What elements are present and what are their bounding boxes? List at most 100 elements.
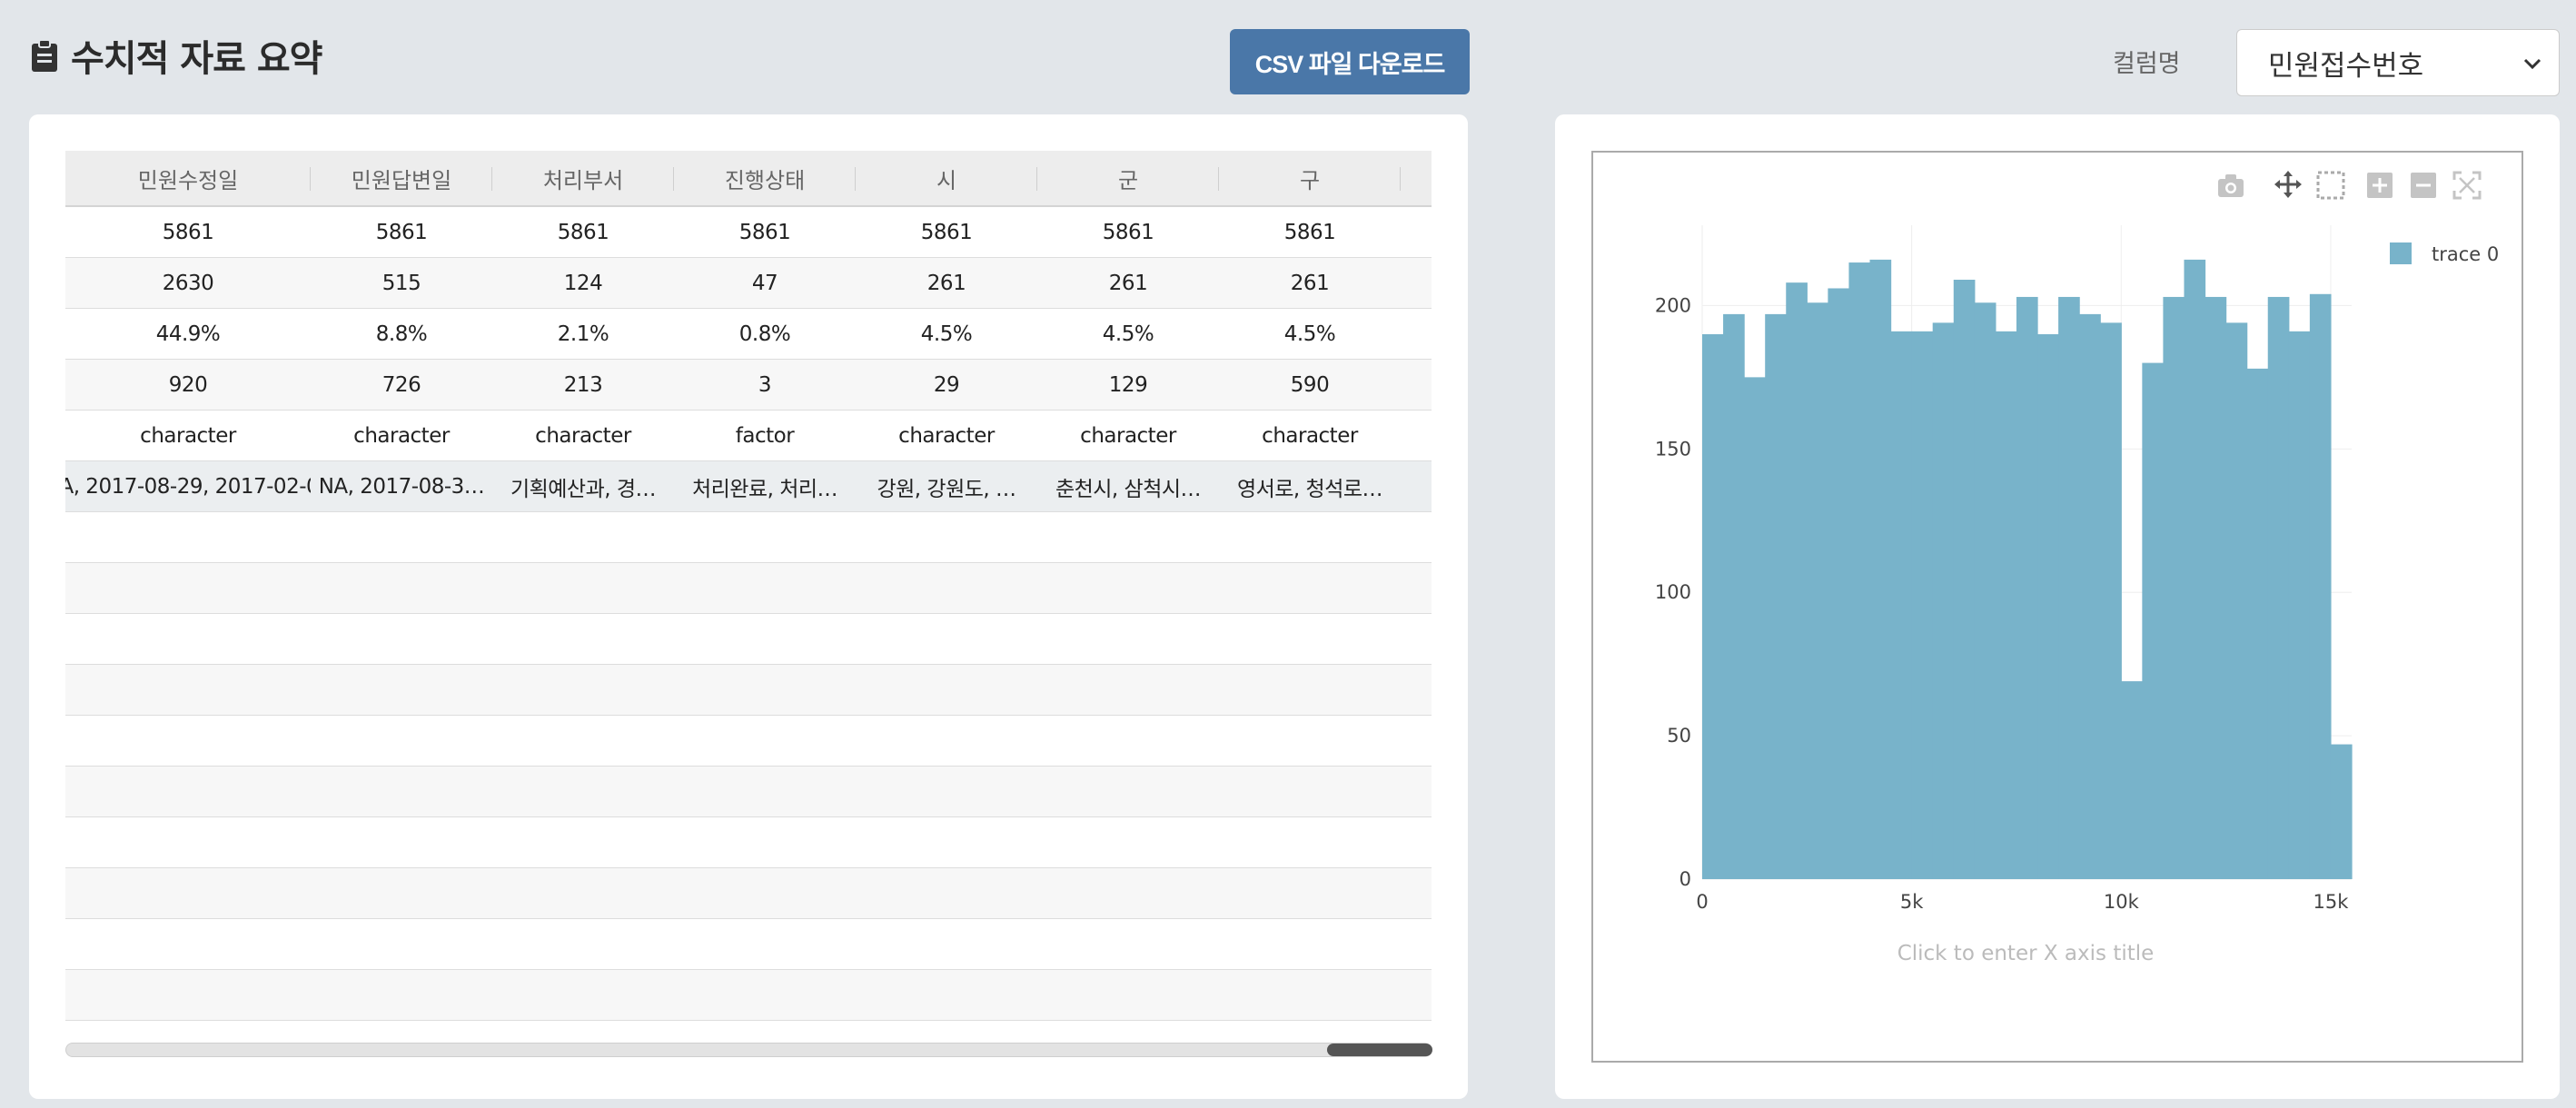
histogram-bar[interactable] (2037, 334, 2059, 879)
empty-table-row (65, 817, 1432, 868)
histogram-bar[interactable] (2246, 368, 2269, 879)
histogram-bar[interactable] (2058, 296, 2080, 879)
table-cell: 8.8% (375, 322, 428, 346)
table-cell-overflow (1401, 461, 1432, 511)
column-header[interactable]: 군 (1037, 151, 1219, 205)
table-cell: 515 (381, 271, 421, 295)
column-header[interactable]: 진행상태 (674, 151, 856, 205)
histogram-bar[interactable] (1911, 331, 1934, 879)
table-cell: 726 (381, 372, 421, 397)
table-cell: 5861 (375, 220, 428, 244)
column-select-value: 민원접수번호 (2268, 49, 2424, 83)
autoscale-icon[interactable] (2452, 171, 2482, 200)
table-cell: 920 (168, 372, 208, 397)
table-cell: character (898, 423, 995, 448)
table-cell: 5861 (162, 220, 214, 244)
camera-icon[interactable] (2218, 174, 2244, 197)
histogram-bar[interactable] (2204, 296, 2227, 879)
histogram-bar[interactable] (2100, 322, 2122, 879)
y-tick-label: 200 (1655, 294, 1691, 316)
histogram-bar[interactable] (1995, 331, 2017, 879)
histogram-bar[interactable] (1723, 313, 1745, 879)
table-row[interactable]: 44.9% 8.8% 2.1% 0.8% 4.5% 4.5% 4.5% (65, 309, 1432, 360)
histogram-bar[interactable] (1786, 282, 1808, 879)
column-header[interactable]: 민원수정일 (65, 151, 311, 205)
column-header[interactable]: 구 (1219, 151, 1401, 205)
table-cell: 129 (1108, 372, 1148, 397)
histogram-bar[interactable] (1828, 288, 1850, 879)
histogram-bar[interactable] (1953, 280, 1976, 879)
zoom-in-icon[interactable] (2367, 173, 2393, 198)
histogram-bar[interactable] (2267, 296, 2290, 879)
histogram-bar[interactable] (1848, 262, 1871, 880)
histogram-bar[interactable] (2142, 362, 2165, 879)
legend[interactable]: trace 0 (2390, 242, 2499, 265)
table-cell: 5861 (920, 220, 973, 244)
chart-panel: 0 5k 10k 15k 0 50 100 150 200 trace 0 Click to … (1555, 114, 2560, 1099)
table-cell: 261 (926, 271, 966, 295)
table-cell-overflow (1401, 360, 1432, 410)
table-row[interactable]: character character character factor charact… (65, 411, 1432, 461)
column-header[interactable]: 민원답변일 (311, 151, 492, 205)
horizontal-scrollbar[interactable] (65, 1043, 1432, 1057)
empty-table-row (65, 868, 1432, 919)
table-cell: 213 (563, 372, 603, 397)
x-tick-label: 0 (1696, 891, 1708, 913)
histogram-bar[interactable] (2330, 744, 2353, 879)
empty-table-row (65, 665, 1432, 716)
histogram-bar[interactable] (2163, 296, 2185, 879)
table-cell-overflow (1401, 309, 1432, 359)
scrollbar-thumb[interactable] (1327, 1044, 1432, 1056)
histogram-bar[interactable] (1702, 334, 1724, 879)
histogram-bar[interactable] (2079, 313, 2101, 879)
table-cell: 5861 (738, 220, 791, 244)
plot-frame: 0 5k 10k 15k 0 50 100 150 200 trace 0 Click to … (1591, 151, 2523, 1063)
zoom-out-icon[interactable] (2411, 173, 2436, 198)
table-row[interactable]: 5861 5861 5861 5861 5861 5861 5861 (65, 207, 1432, 258)
column-header[interactable]: 시 (856, 151, 1037, 205)
table-row[interactable]: NA, 2017-08-29, 2017-02-09 NA, 2017-08-3…… (65, 461, 1432, 512)
csv-download-button[interactable]: CSV 파일 다운로드 (1230, 29, 1470, 94)
histogram-bars (1702, 259, 2353, 880)
histogram-bar[interactable] (2309, 293, 2332, 879)
table-cell: 261 (1108, 271, 1148, 295)
histogram-bar[interactable] (1974, 302, 1996, 879)
table-cell: character (535, 423, 631, 448)
box-select-icon[interactable] (2316, 171, 2345, 200)
table-cell: 29 (933, 372, 960, 397)
x-axis-title-placeholder[interactable]: Click to enter X axis title (1897, 942, 2155, 965)
table-cell: 기획예산과, 경… (510, 477, 657, 501)
x-tick-label: 5k (1900, 891, 1924, 913)
column-select[interactable]: 민원접수번호 (2236, 29, 2560, 96)
histogram-bar[interactable] (1932, 322, 1955, 879)
table-row[interactable]: 920 726 213 3 29 129 590 (65, 360, 1432, 411)
histogram-bar[interactable] (1890, 331, 1913, 879)
table-cell: character (1080, 423, 1176, 448)
histogram-bar[interactable] (1744, 377, 1766, 879)
histogram-bar[interactable] (2016, 296, 2038, 879)
clipboard-icon (32, 39, 57, 72)
histogram-bar[interactable] (1869, 259, 1892, 879)
table-cell: 44.9% (155, 322, 221, 346)
pan-icon[interactable] (2274, 171, 2302, 198)
table-cell: 춘천시, 삼척시… (1055, 477, 1202, 501)
table-row[interactable]: 2630 515 124 47 261 261 261 (65, 258, 1432, 309)
table-cell: 5861 (557, 220, 609, 244)
histogram-bar[interactable] (2184, 259, 2206, 879)
histogram-bar[interactable] (2121, 681, 2143, 879)
histogram-chart[interactable]: 0 5k 10k 15k 0 50 100 150 200 trace 0 Click to … (1593, 153, 2522, 1061)
table-cell: 124 (563, 271, 603, 295)
histogram-bar[interactable] (1807, 302, 1828, 879)
table-cell: 4.5% (920, 322, 973, 346)
histogram-bar[interactable] (1765, 313, 1787, 879)
table-cell: 4.5% (1102, 322, 1154, 346)
x-axis-ticks: 0 5k 10k 15k (1696, 891, 2349, 913)
table-body: 5861 5861 5861 5861 5861 5861 5861 2630 515 124 47… (65, 207, 1432, 1021)
column-header[interactable]: 처리부서 (492, 151, 674, 205)
table-cell: 2.1% (557, 322, 609, 346)
table-cell-overflow (1401, 258, 1432, 308)
histogram-bar[interactable] (2288, 331, 2311, 879)
histogram-bar[interactable] (2225, 322, 2248, 879)
y-axis-ticks: 0 50 100 150 200 (1655, 294, 1691, 890)
table-cell: 261 (1290, 271, 1330, 295)
